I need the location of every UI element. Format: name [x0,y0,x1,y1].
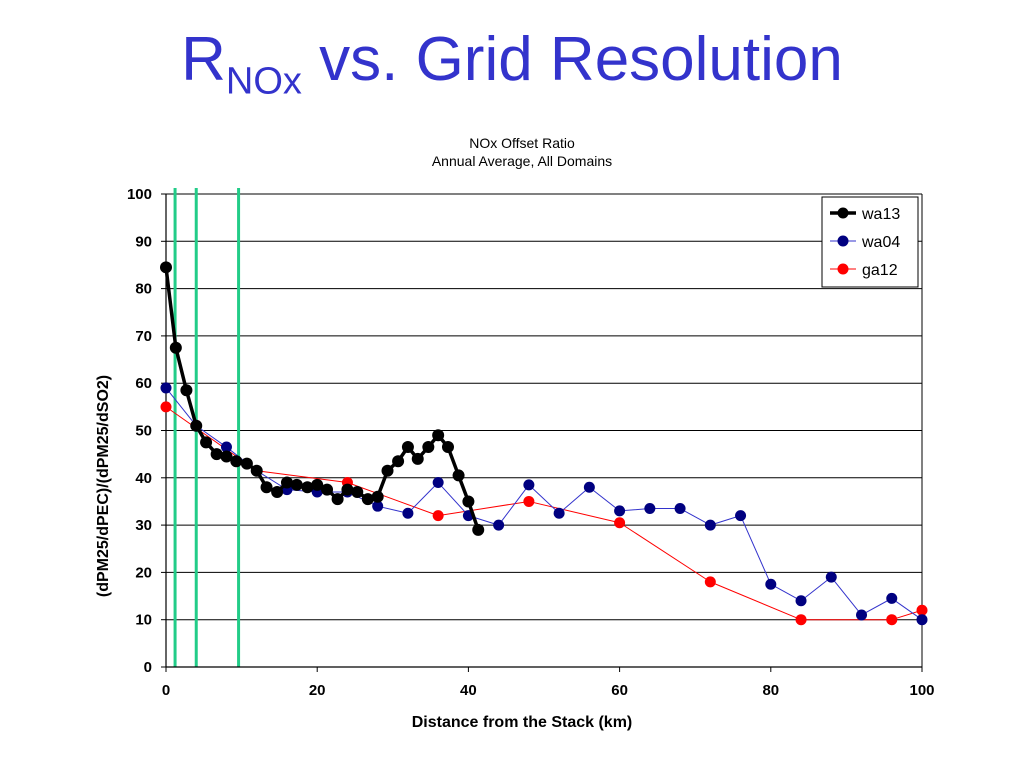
point-ga12-8 [886,614,898,626]
point-wa13-0 [160,261,172,274]
point-wa04-22 [825,571,837,583]
point-wa04-8 [402,507,414,519]
point-wa13-26 [422,441,435,454]
point-wa04-0 [160,382,172,394]
point-wa13-3 [190,419,203,432]
point-ga12-3 [432,510,444,522]
slide-title: RNOx vs. Grid Resolution [0,25,1024,103]
point-wa13-18 [341,483,354,496]
point-wa13-31 [472,523,485,536]
point-wa13-19 [351,485,364,498]
point-wa04-16 [644,503,656,515]
point-wa13-11 [271,485,284,498]
point-wa04-7 [372,500,384,512]
chart-subtitle: Annual Average, All Domains [432,153,612,169]
point-ga12-7 [795,614,807,626]
y-tick-label-40: 40 [135,470,152,487]
point-wa04-25 [916,614,928,626]
point-wa04-9 [432,477,444,489]
y-tick-label-90: 90 [135,233,152,250]
y-tick-label-30: 30 [135,517,152,534]
y-tick-label-50: 50 [135,423,152,440]
point-wa04-12 [523,479,535,491]
series-line-ga12 [165,406,923,621]
y-tick-label-20: 20 [135,564,152,581]
point-wa13-14 [301,481,314,494]
point-wa13-16 [321,483,334,496]
point-wa13-15 [311,478,324,491]
y-tick-label-60: 60 [135,375,152,392]
point-ga12-4 [523,495,535,507]
point-wa13-10 [260,481,273,494]
axis-layer: 0 10 20 30 40 50 60 70 80 90 100 0 20 40 60 80 100 [127,186,935,699]
point-wa04-23 [856,609,868,621]
point-wa13-17 [331,493,344,506]
point-wa13-24 [401,441,414,454]
series-layer [160,261,928,626]
x-axis-label: Distance from the Stack (km) [412,714,633,731]
y-tick-label-0: 0 [144,659,152,676]
point-wa13-23 [392,455,405,468]
point-wa04-17 [674,503,686,515]
point-wa13-4 [200,436,213,449]
point-wa13-7 [230,455,243,468]
point-wa13-8 [240,457,253,470]
point-wa13-9 [250,464,263,477]
point-wa13-21 [371,490,384,503]
legend-marker-ga12 [837,263,849,275]
point-wa13-25 [411,452,424,465]
title-subscript: NOx [225,60,302,103]
point-wa04-13 [553,507,565,519]
legend-marker-wa04 [837,235,849,247]
point-wa04-21 [795,595,807,607]
y-tick-label-10: 10 [135,612,152,629]
point-wa13-13 [290,478,303,491]
x-tick-label-0: 0 [162,682,170,699]
y-tick-label-70: 70 [135,328,152,345]
point-wa13-27 [432,429,445,442]
point-wa13-20 [361,493,374,506]
point-wa13-1 [169,341,182,354]
point-wa13-5 [210,448,223,461]
point-wa04-2 [220,441,232,453]
point-wa13-29 [452,469,465,482]
point-wa04-14 [583,481,595,493]
x-tick-label-60: 60 [611,682,628,699]
y-axis-label: (dPM25/dPEC)/(dPM25/dSO2) [95,375,112,597]
point-wa04-24 [886,592,898,604]
point-wa13-22 [381,464,394,477]
point-ga12-0 [160,401,172,413]
point-wa04-15 [614,505,626,517]
point-ga12-5 [614,517,626,529]
x-tick-label-80: 80 [762,682,779,699]
legend-label-wa13: wa13 [861,206,900,223]
point-ga12-9 [916,604,928,616]
legend: wa13 wa04 ga12 [821,196,919,288]
legend-label-wa04: wa04 [861,234,900,251]
title-main: R [181,25,226,94]
point-wa04-11 [493,519,505,531]
vertical-lines-layer [173,188,241,667]
point-wa04-18 [704,519,716,531]
point-wa13-6 [220,450,233,463]
grid-layer [166,193,922,621]
point-wa13-28 [441,441,454,454]
legend-marker-wa13 [837,207,849,219]
y-tick-label-100: 100 [127,186,152,203]
y-tick-label-80: 80 [135,281,152,298]
chart-title: NOx Offset Ratio [469,135,575,151]
legend-label-ga12: ga12 [862,262,898,279]
point-wa13-12 [280,476,293,489]
point-wa13-30 [462,495,475,508]
point-wa13-2 [180,384,193,397]
x-tick-label-100: 100 [909,682,934,699]
x-tick-label-40: 40 [460,682,477,699]
x-tick-label-20: 20 [309,682,326,699]
point-ga12-6 [704,576,716,588]
point-wa04-20 [765,578,777,590]
series-line-wa04 [165,387,923,621]
point-wa04-19 [735,510,747,522]
title-rest: vs. Grid Resolution [301,25,843,94]
